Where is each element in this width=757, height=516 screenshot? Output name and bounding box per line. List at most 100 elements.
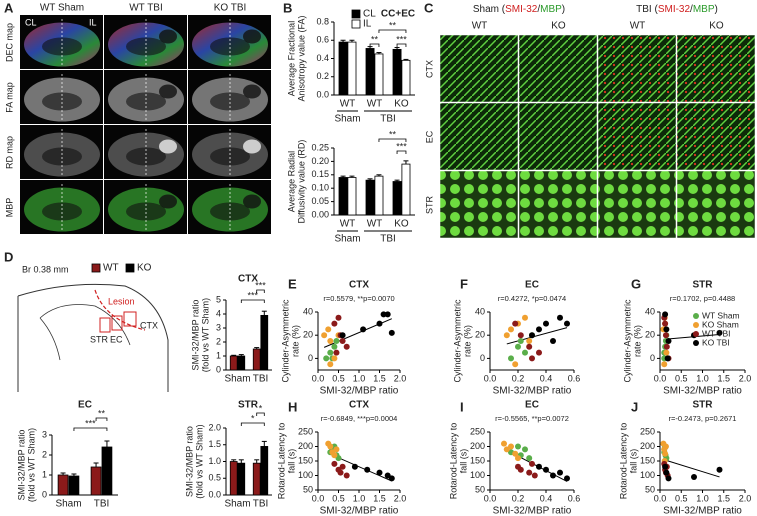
data-point [543,466,549,473]
data-point [512,320,519,327]
data-point [550,338,556,344]
x-tick-label: 0.2 [512,493,525,503]
y-axis-label: Diffusivity value (RD) [296,140,306,224]
roi-box [111,315,123,331]
significance-label: *** [396,141,407,151]
brain-ventricle [42,202,82,221]
bar [338,41,348,96]
row-label: MBP [4,198,14,218]
significance-bracket [256,412,265,416]
y-tick-label: 200 [298,441,313,451]
image-cell [597,102,677,171]
data-point [333,446,340,453]
bar [401,163,411,216]
chart-title: CC+EC [381,9,415,20]
brain-ventricle [210,202,250,221]
chart-title: STR [238,400,259,411]
data-point [522,314,528,321]
bar [229,355,238,371]
y-axis-label: SMI-32/MBP ratio [184,426,194,497]
row-label: DEC map [4,23,14,62]
x-tick-label: 0.0 [484,373,497,383]
chart-title: EC [78,400,92,411]
x-tick-label: 2.0 [739,493,752,503]
x-tick-label: 0.6 [568,373,581,383]
data-point [335,314,342,321]
x-tick-label: WT [340,219,356,230]
data-point [716,329,723,336]
lesion [159,29,177,44]
x-tick-label: 0.5 [675,493,688,503]
brain-ventricle [126,37,166,56]
y-tick-label: 2.0 [208,422,221,432]
y-tick-label: 4 [216,308,221,318]
stats-annotation: r=-0.5565, **p=0.0072 [495,414,569,423]
image-cell [439,170,519,239]
y-tick-label: 40 [645,306,655,316]
lesion [243,29,261,44]
data-point [662,332,669,339]
y-tick-label: 100 [640,470,655,480]
x-tick-label: 0.5 [332,493,345,503]
stats-annotation: r=-0.2473, p=0.2671 [669,414,737,423]
data-point [376,469,383,476]
group-label: TBI [380,114,396,125]
y-axis-label: Rotarod-Latency to [276,423,286,500]
legend-label: IL [363,19,372,30]
legend-marker [693,322,699,328]
panel-label: D [4,249,13,264]
legend-marker [693,331,699,337]
data-point [331,355,338,362]
brain-diagram: Br 0.38 mm Lesion STR EC CTX [17,264,169,392]
column-label: KO [709,21,724,32]
bregma-label: Br 0.38 mm [22,264,69,274]
x-axis-label: SMI-32/MBP ratio [493,506,572,516]
significance-bracket [396,150,407,154]
legend-label: WT TBI [702,328,731,338]
lesion [243,139,261,154]
data-point [327,338,334,344]
x-tick-label: WT [340,99,356,110]
x-tick-label: 2.0 [739,373,752,383]
y-tick-label: 150 [640,455,655,465]
y-tick-label: 2 [216,336,221,346]
data-point [663,326,670,333]
bar [237,462,246,496]
y-tick-label: 20 [303,330,313,340]
x-tick-label: 0.0 [312,493,325,503]
y-tick-label: 150 [470,455,485,465]
data-point [557,469,563,476]
y-axis-label: rate (%) [632,325,642,357]
x-tick-label: 1.0 [696,373,709,383]
significance-label: ** [98,408,106,418]
y-tick-label: 0 [42,489,47,499]
data-point [526,343,533,350]
image-cell [676,170,756,239]
data-point [526,338,533,344]
data-point [380,311,387,318]
bar [401,59,411,96]
significance-label: *** [255,280,266,290]
x-tick-label: 1.5 [717,373,730,383]
y-tick-label: 0.15 [311,169,329,179]
stats-annotation: r=0.1702, p=0.4488 [670,294,735,303]
brain-ventricle [42,147,82,166]
data-point [531,472,538,479]
image-cell [676,34,756,103]
y-tick-label: 200 [640,441,655,451]
data-point [529,460,535,467]
data-point [508,326,514,333]
y-tick-label: 20 [645,330,655,340]
stats-annotation: r=0.4272, *p=0.0474 [498,294,566,303]
bar [68,475,80,496]
x-tick-label: WT [367,219,383,230]
data-point [564,320,570,327]
x-axis-label: SMI-32/MBP ratio [493,386,572,397]
y-tick-label: 250 [640,426,655,436]
x-tick-label: TBI [94,499,110,510]
y-tick-label: 0 [480,353,485,363]
label-part: MBP [693,4,715,15]
bar [101,446,113,496]
data-point [665,475,672,482]
group-label: TBI [380,234,396,245]
